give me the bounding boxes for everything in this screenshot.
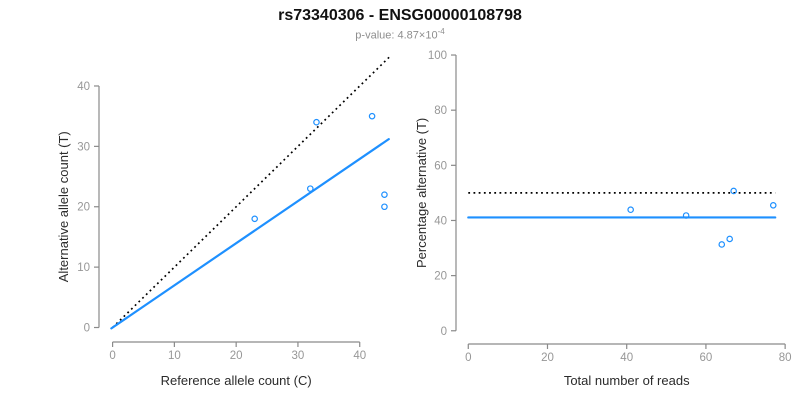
x-tick-label: 30 [292, 350, 305, 362]
y-tick-label: 30 [77, 141, 90, 153]
x-tick-label: 40 [620, 352, 633, 364]
y-tick-label: 20 [434, 271, 447, 283]
x-tick-label: 20 [541, 352, 554, 364]
x-tick-label: 20 [230, 350, 243, 362]
data-point [313, 118, 320, 126]
x-tick-label: 0 [465, 352, 471, 364]
y-axis-title: Percentage alternative (T) [414, 118, 429, 268]
data-point [368, 112, 376, 120]
y-tick-label: 20 [77, 202, 90, 214]
data-point [627, 206, 634, 214]
x-axis-title: Total number of reads [564, 373, 690, 388]
p-value-exponent: -4 [437, 27, 445, 36]
page-title: rs73340306 - ENSG00000108798 [278, 7, 522, 24]
percentage-panel: 0 20 40 60 80 0 20 40 60 80 100 Total number of rea… [414, 50, 792, 388]
data-point [381, 203, 388, 211]
x-axis-title: Reference allele count (C) [161, 373, 312, 388]
y-tick-label: 80 [434, 105, 447, 117]
y-tick-label: 40 [434, 215, 447, 227]
x-tick-label: 40 [353, 350, 366, 362]
y-tick-label: 10 [77, 262, 90, 274]
y-tick-label: 60 [434, 160, 447, 172]
data-point [381, 191, 388, 198]
x-tick-label: 60 [700, 352, 713, 364]
y-tick-label: 100 [428, 50, 447, 62]
y-tick-label: 40 [77, 81, 90, 93]
data-point [306, 185, 314, 192]
y-tick-label: 0 [84, 323, 90, 335]
data-point [730, 187, 737, 195]
p-value-text: p-value: 4.87×10 [355, 29, 438, 42]
y-axis-title: Alternative allele count (T) [56, 131, 71, 282]
data-point [251, 215, 258, 223]
data-point [726, 235, 733, 243]
x-tick-label: 80 [779, 352, 792, 364]
x-tick-label: 0 [109, 350, 115, 362]
x-tick-label: 10 [168, 350, 181, 362]
fit-line [110, 138, 390, 330]
data-point [718, 241, 726, 248]
p-value-subtitle: p-value: 4.87×10-4 [0, 27, 800, 42]
allele-counts-panel: 0 10 20 30 40 0 10 20 30 40 Reference allele count… [56, 56, 390, 388]
data-point [769, 202, 777, 209]
y-tick-label: 0 [441, 326, 447, 338]
data-point [682, 212, 690, 219]
identity-line [111, 56, 390, 329]
